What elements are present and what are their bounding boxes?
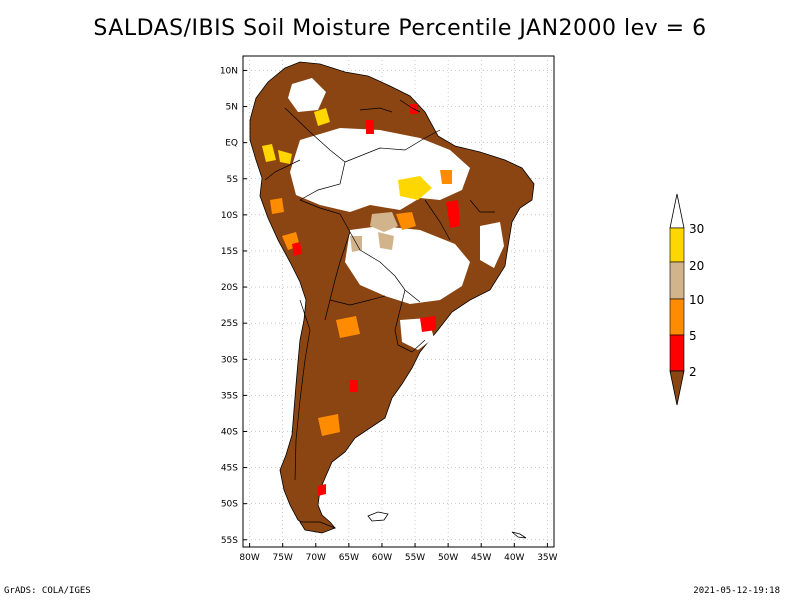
lat-tick-label: 55S <box>221 536 238 546</box>
lon-tick-label: 75W <box>273 553 293 563</box>
legend-top-arrow <box>669 193 685 229</box>
country-borders <box>264 99 495 481</box>
orange-patch-3 <box>318 414 340 436</box>
yellow-patch-2 <box>314 108 330 126</box>
orange-patch-5 <box>270 198 284 214</box>
coastal-white-patch <box>480 222 504 268</box>
orange-patch-2 <box>396 212 416 230</box>
orange-patch-4 <box>336 316 360 338</box>
lon-tick-label: 50W <box>438 553 458 563</box>
tierra-del-fuego <box>299 521 337 534</box>
legend-box-red <box>669 334 685 372</box>
lon-tick-label: 35W <box>537 553 557 563</box>
red-patch-4 <box>292 242 302 256</box>
red-patch-7 <box>350 380 358 392</box>
lat-tick-label: 25S <box>221 319 238 329</box>
lon-tick-label: 40W <box>504 553 524 563</box>
falkland-islands <box>367 511 389 522</box>
legend-label-30: 30 <box>689 222 704 236</box>
legend-label-5: 5 <box>689 329 697 343</box>
legend-bottom-arrow <box>669 370 685 406</box>
lon-tick-label: 60W <box>372 553 392 563</box>
legend-colorbar: 30 20 10 5 2 <box>669 193 704 406</box>
tan-patch-2 <box>378 232 394 250</box>
yellow-patch-3 <box>262 144 276 162</box>
lon-tick-label: 80W <box>239 553 259 563</box>
yellow-patch-1 <box>398 176 432 200</box>
south-georgia-island <box>511 531 527 539</box>
tan-patch-3 <box>350 236 362 252</box>
legend-box-yellow <box>669 227 685 263</box>
lat-tick-label: 40S <box>221 427 238 437</box>
map-title: SALDAS/IBIS Soil Moisture Percentile JAN… <box>93 16 707 41</box>
axis-ticks: 10N 5N EQ 5S 10S 15S 20S 25S 30S 35S 40S 45S 50S 55S8… <box>220 66 558 563</box>
red-patch-3 <box>366 120 374 134</box>
lon-tick-label: 45W <box>471 553 491 563</box>
islands <box>299 511 527 539</box>
lon-tick-label: 70W <box>306 553 326 563</box>
lon-tick-label: 55W <box>405 553 425 563</box>
tan-patch-1 <box>370 212 398 232</box>
orange-patch-6 <box>440 170 452 184</box>
lat-tick-label: 10S <box>221 211 238 221</box>
lat-tick-label: 5N <box>226 103 238 113</box>
legend-box-tan <box>669 261 685 300</box>
footer-credit: GrADS: COLA/IGES <box>4 586 91 596</box>
lat-tick-label: 50S <box>221 500 238 510</box>
lon-tick-label: 65W <box>339 553 359 563</box>
lat-tick-label: 30S <box>221 355 238 365</box>
lat-tick-label: 10N <box>220 66 238 76</box>
legend-box-orange <box>669 298 685 336</box>
lat-tick-label: 45S <box>221 464 238 474</box>
legend-label-10: 10 <box>689 293 704 307</box>
lat-tick-label: 5S <box>227 175 239 185</box>
lat-tick-label: EQ <box>225 139 238 149</box>
central-white-region <box>345 226 470 304</box>
legend-label-20: 20 <box>689 259 704 273</box>
lat-tick-label: 35S <box>221 391 238 401</box>
south-america-landmass <box>249 61 535 531</box>
legend-label-2: 2 <box>689 365 697 379</box>
north-white-patch <box>288 78 326 112</box>
footer-timestamp: 2021-05-12-19:18 <box>693 586 780 596</box>
lat-tick-label: 20S <box>221 283 238 293</box>
red-patch-1 <box>446 200 460 228</box>
yellow-patch-4 <box>278 150 292 164</box>
red-patch-2 <box>420 316 436 332</box>
red-patch-5 <box>318 484 326 496</box>
lat-tick-label: 15S <box>221 247 238 257</box>
